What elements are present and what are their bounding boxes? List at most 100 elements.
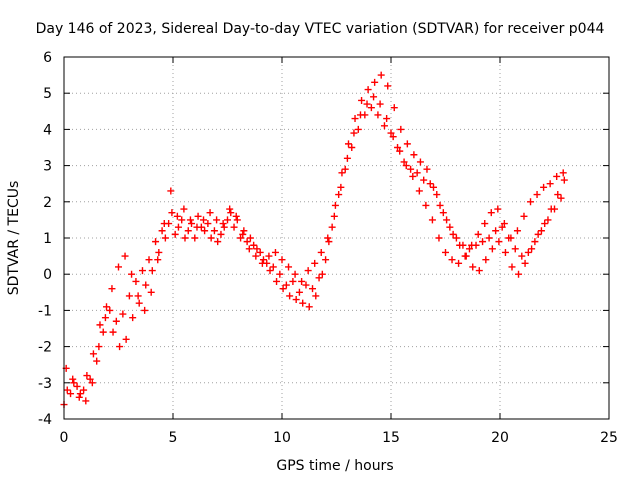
data-point bbox=[119, 310, 127, 318]
y-tick-label: -4 bbox=[38, 412, 52, 428]
data-point bbox=[410, 151, 418, 159]
data-point bbox=[232, 212, 240, 220]
data-point bbox=[344, 140, 352, 148]
data-point bbox=[479, 238, 487, 246]
data-point bbox=[547, 205, 555, 213]
data-point bbox=[354, 125, 362, 133]
data-point bbox=[160, 220, 168, 228]
data-point bbox=[259, 256, 267, 264]
data-point bbox=[343, 154, 351, 162]
data-point bbox=[540, 183, 548, 191]
data-point bbox=[390, 104, 398, 112]
data-point bbox=[325, 238, 333, 246]
data-point bbox=[161, 234, 169, 242]
data-point bbox=[513, 227, 521, 235]
data-point bbox=[204, 220, 212, 228]
data-point bbox=[193, 223, 201, 231]
data-point bbox=[278, 256, 286, 264]
data-point bbox=[488, 245, 496, 253]
data-point bbox=[75, 393, 83, 401]
data-point bbox=[129, 314, 137, 322]
data-point bbox=[108, 285, 116, 293]
data-point bbox=[507, 234, 515, 242]
data-point bbox=[86, 375, 94, 383]
data-point bbox=[557, 194, 565, 202]
data-point bbox=[380, 122, 388, 130]
data-point bbox=[534, 230, 542, 238]
data-point bbox=[227, 209, 235, 217]
data-point bbox=[89, 350, 97, 358]
data-point bbox=[125, 292, 133, 300]
data-point bbox=[370, 93, 378, 101]
data-point bbox=[384, 82, 392, 90]
data-point bbox=[95, 343, 103, 351]
x-tick-label: 15 bbox=[382, 430, 400, 446]
data-point bbox=[524, 248, 532, 256]
data-point bbox=[403, 140, 411, 148]
data-point bbox=[309, 285, 317, 293]
data-point bbox=[482, 256, 490, 264]
data-point bbox=[501, 248, 509, 256]
data-point bbox=[103, 303, 111, 311]
data-point bbox=[348, 144, 356, 151]
data-point bbox=[116, 343, 124, 351]
data-point bbox=[73, 382, 81, 390]
data-point bbox=[88, 379, 96, 387]
data-point bbox=[210, 227, 218, 235]
data-point bbox=[106, 306, 114, 314]
data-point bbox=[239, 230, 247, 238]
data-point bbox=[494, 205, 502, 213]
data-point bbox=[495, 238, 503, 246]
data-point bbox=[240, 227, 248, 235]
data-point bbox=[178, 216, 186, 224]
y-tick-label: 5 bbox=[43, 86, 52, 102]
data-point bbox=[371, 78, 379, 86]
chart-title: Day 146 of 2023, Sidereal Day-to-day VTE… bbox=[36, 21, 605, 37]
data-point bbox=[311, 259, 319, 267]
data-point bbox=[207, 234, 215, 242]
x-tick-label: 0 bbox=[60, 430, 69, 446]
data-point bbox=[245, 245, 253, 253]
data-point bbox=[243, 238, 251, 246]
data-point bbox=[82, 397, 90, 405]
data-point bbox=[252, 252, 260, 260]
data-point bbox=[201, 227, 209, 235]
data-point bbox=[521, 259, 529, 267]
data-point bbox=[341, 165, 349, 173]
data-point bbox=[271, 248, 279, 256]
data-point bbox=[224, 216, 231, 224]
data-point bbox=[409, 172, 417, 180]
data-point bbox=[474, 230, 482, 238]
data-point bbox=[145, 256, 153, 264]
x-tick-label: 25 bbox=[600, 430, 618, 446]
data-point bbox=[188, 220, 196, 228]
data-point bbox=[322, 256, 330, 264]
data-point bbox=[132, 277, 140, 285]
data-point bbox=[299, 299, 307, 307]
data-point bbox=[400, 158, 408, 166]
data-point bbox=[282, 281, 290, 289]
data-point bbox=[315, 274, 323, 282]
data-point bbox=[337, 183, 345, 191]
data-point bbox=[389, 133, 397, 141]
data-point bbox=[226, 205, 234, 213]
data-point bbox=[128, 270, 136, 278]
data-point bbox=[442, 248, 449, 256]
data-point bbox=[436, 201, 444, 209]
data-point bbox=[312, 292, 320, 300]
data-point bbox=[230, 223, 238, 231]
data-point bbox=[155, 248, 163, 256]
data-point bbox=[289, 277, 297, 285]
data-point bbox=[265, 252, 273, 260]
data-point bbox=[206, 209, 214, 217]
y-tick-label: -2 bbox=[38, 340, 52, 356]
data-point bbox=[356, 111, 364, 119]
data-point bbox=[80, 386, 88, 394]
data-point bbox=[184, 227, 192, 235]
data-point bbox=[141, 306, 149, 314]
data-point bbox=[99, 328, 107, 336]
data-point bbox=[191, 234, 199, 242]
data-point bbox=[449, 230, 457, 238]
data-point bbox=[285, 263, 293, 271]
data-point bbox=[266, 267, 274, 275]
